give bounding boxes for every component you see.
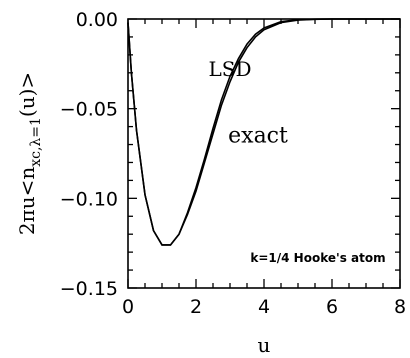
series-line-exact bbox=[127, 18, 400, 246]
y-axis-label-tail: (u)> bbox=[15, 72, 39, 117]
y-tick-label: 0.00 bbox=[76, 9, 118, 31]
y-axis-label-main: 2πu<n bbox=[15, 167, 39, 236]
y-tick-label: −0.15 bbox=[60, 278, 118, 300]
y-axis-label-subscript: xc,λ=1 bbox=[28, 117, 44, 167]
annotation-lsd: LSD bbox=[208, 57, 251, 81]
inset-label: k=1/4 Hooke's atom bbox=[250, 251, 385, 265]
y-tick-label: −0.10 bbox=[60, 188, 118, 210]
x-axis-label: u bbox=[258, 333, 271, 357]
x-tick-label: 4 bbox=[258, 296, 270, 318]
y-axis-label: 2πu<nxc,λ=1(u)> bbox=[15, 72, 44, 235]
x-tick-label: 2 bbox=[190, 296, 202, 318]
x-tick-label: 8 bbox=[394, 296, 406, 318]
y-tick-label: −0.05 bbox=[60, 99, 118, 121]
plot-frame bbox=[127, 18, 401, 289]
x-tick-label: 0 bbox=[122, 296, 134, 318]
x-tick-label: 6 bbox=[326, 296, 338, 318]
annotation-exact: exact bbox=[228, 124, 288, 149]
